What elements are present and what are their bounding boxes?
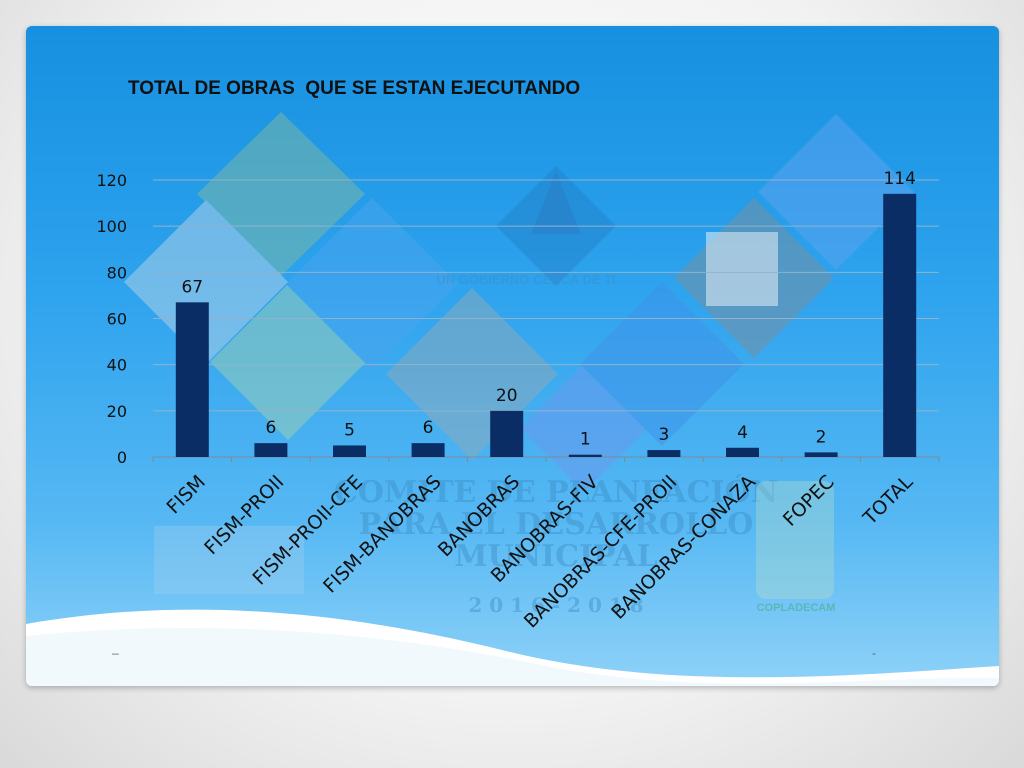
bar [490,410,524,457]
slide: UN GOBIERNO CERCA DE TI COMITE DE PLANEA… [26,26,999,686]
bar [333,445,366,457]
footer-left-mark: – [112,646,119,660]
y-tick-label: 60 [107,310,127,329]
bar [883,193,917,457]
data-label: 114 [883,169,915,189]
decor-sign [706,232,778,306]
bars [175,193,917,457]
y-tick-label: 0 [117,448,127,467]
data-label: 5 [344,420,355,440]
data-label: 1 [580,430,591,450]
data-label: 4 [737,423,748,443]
data-labels: 67 6 5 6 20 1 3 4 2 114 [181,169,915,450]
bottom-wave [26,609,999,686]
bar [804,452,838,457]
pyramid-logo-icon [531,171,581,234]
watermark-years: 2 0 1 6 - 2 0 1 8 [468,593,643,617]
decor-logo-left [154,526,304,594]
watermark-line1: COMITE DE PLANEACIÓN [334,474,778,510]
decor-diamond [580,282,744,446]
bar [254,443,288,457]
data-label: 3 [658,425,669,445]
y-tick-label: 120 [96,171,127,190]
y-tick-label: 40 [107,356,127,375]
data-label: 20 [496,386,518,406]
watermark-slogan: UN GOBIERNO CERCA DE TI [436,272,615,287]
bar [411,443,445,457]
y-tick-label: 80 [107,263,127,282]
y-axis-ticks: 0 20 40 60 80 100 120 [96,171,127,467]
decor-diamond [758,114,914,270]
data-label: 6 [265,418,276,438]
decor-diamond [124,200,288,364]
watermark-line3: MUNICIPAL [454,539,657,574]
chart-title: TOTAL DE OBRAS QUE SE ESTAN EJECUTANDO [128,78,581,99]
watermark-line2: PARA EL DESARROLLO [359,507,754,542]
bar [726,447,759,457]
y-tick-label: 100 [96,217,127,236]
data-label: 67 [181,277,203,297]
bar [647,450,681,457]
decor-crest [756,481,834,599]
data-label: 2 [816,427,827,447]
background-decoration: UN GOBIERNO CERCA DE TI COMITE DE PLANEA… [124,112,914,617]
watermark-badge: COPLADECAM [757,602,836,614]
bar [568,454,602,457]
y-tick-label: 20 [107,402,127,421]
bar [175,302,209,457]
decor-diamond [286,198,458,370]
footer-right-mark: - [872,646,876,660]
data-label: 6 [423,418,434,438]
